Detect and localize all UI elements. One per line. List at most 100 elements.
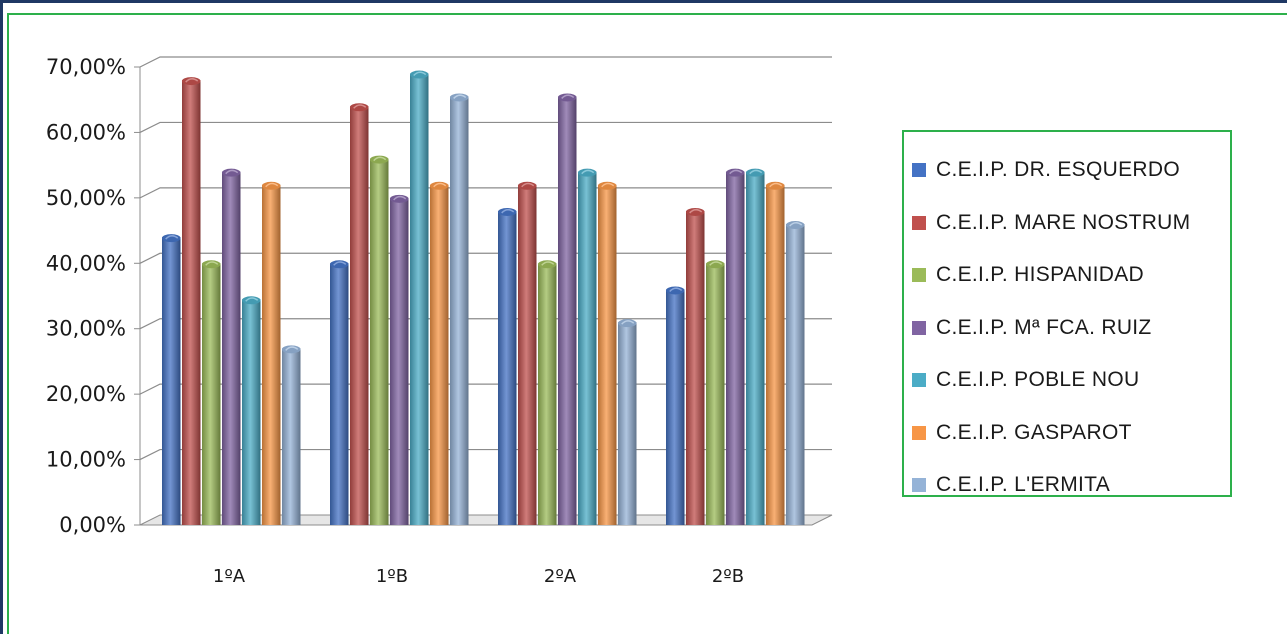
- bar: [786, 221, 805, 525]
- bar-highlight: [749, 169, 763, 175]
- bar: [390, 194, 409, 525]
- bar-body: [578, 171, 597, 525]
- bar-body: [330, 263, 349, 525]
- legend-swatch: [912, 425, 926, 440]
- bar: [578, 168, 597, 525]
- bar-highlight: [413, 71, 427, 77]
- bar: [746, 168, 765, 525]
- bar-highlight: [205, 261, 219, 266]
- bar-body: [262, 184, 281, 525]
- bar-body: [182, 80, 201, 525]
- bar-highlight: [561, 94, 575, 99]
- bar-body: [746, 171, 765, 525]
- bar-body: [666, 289, 685, 525]
- legend-swatch: [912, 478, 926, 493]
- bar-body: [538, 263, 557, 525]
- bar-highlight: [601, 182, 615, 188]
- bar-highlight: [185, 78, 199, 83]
- bar: [410, 70, 429, 526]
- bar-body: [498, 210, 517, 525]
- bar: [202, 260, 221, 525]
- legend-label: C.E.I.P. Mª FCA. RUIZ: [936, 315, 1152, 339]
- bar: [726, 168, 745, 525]
- bar-body: [766, 184, 785, 525]
- bar-body: [390, 197, 409, 525]
- bar-highlight: [521, 182, 535, 188]
- bar: [706, 260, 725, 525]
- y-tick-label: 40,00%: [46, 251, 126, 275]
- bar: [282, 345, 301, 525]
- legend-label: C.E.I.P. HISPANIDAD: [936, 263, 1144, 287]
- y-tick-label: 20,00%: [46, 382, 126, 406]
- legend-swatch: [912, 268, 926, 283]
- y-tick-label: 70,00%: [46, 55, 126, 79]
- bar: [370, 155, 389, 525]
- legend-swatch: [912, 163, 926, 178]
- bar-highlight: [453, 94, 467, 99]
- legend-label: C.E.I.P. MARE NOSTRUM: [936, 210, 1191, 234]
- bar-body: [370, 158, 389, 525]
- bar-body: [686, 210, 705, 525]
- bar-highlight: [709, 261, 723, 266]
- bar: [182, 77, 201, 525]
- bar-body: [558, 96, 577, 525]
- bar-body: [518, 184, 537, 525]
- bar-highlight: [689, 208, 703, 214]
- bar-body: [202, 263, 221, 525]
- bar-body: [786, 224, 805, 525]
- bar-chart: 0,00% 10,00% 20,00% 30,00% 40,00% 50,00% 60,00…: [46, 55, 833, 587]
- legend-item: C.E.I.P. Mª FCA. RUIZ: [904, 302, 1230, 355]
- bar-body: [726, 171, 745, 525]
- bar-body: [618, 322, 637, 525]
- legend-swatch: [912, 373, 926, 388]
- bar-body: [162, 237, 181, 525]
- legend-item: C.E.I.P. POBLE NOU: [904, 354, 1230, 407]
- legend-swatch: [912, 320, 926, 335]
- bar-highlight: [621, 320, 635, 325]
- bar-highlight: [789, 222, 803, 227]
- bar: [430, 181, 449, 525]
- bar-highlight: [581, 169, 595, 175]
- legend: C.E.I.P. DR. ESQUERDO C.E.I.P. MARE NOSTR…: [902, 130, 1232, 497]
- bar: [162, 234, 181, 525]
- y-tick-label: 10,00%: [46, 448, 126, 472]
- bar: [350, 103, 369, 525]
- bar-body: [598, 184, 617, 525]
- ticks-layer: 0,00% 10,00% 20,00% 30,00% 40,00% 50,00% 60,00…: [46, 55, 744, 587]
- bar-highlight: [165, 235, 179, 240]
- bar-highlight: [729, 169, 743, 175]
- bar-highlight: [353, 104, 367, 109]
- bar-highlight: [265, 182, 279, 188]
- legend-item: C.E.I.P. GASPAROT: [904, 407, 1230, 460]
- legend-item: C.E.I.P. HISPANIDAD: [904, 249, 1230, 302]
- bar: [686, 207, 705, 525]
- bar-body: [222, 171, 241, 525]
- gridline: [139, 56, 832, 68]
- x-tick-label: 1ºA: [213, 566, 246, 587]
- legend-swatch: [912, 215, 926, 230]
- bar-highlight: [669, 287, 683, 292]
- y-tick-label: 50,00%: [46, 186, 126, 210]
- bar: [518, 181, 537, 525]
- bar-highlight: [769, 182, 783, 188]
- x-tick-label: 1ºB: [376, 566, 408, 587]
- bar-highlight: [245, 297, 259, 302]
- x-tick-label: 2ºA: [544, 566, 577, 587]
- x-tick-label: 2ºB: [712, 566, 744, 587]
- legend-item: C.E.I.P. MARE NOSTRUM: [904, 197, 1230, 250]
- bar-highlight: [501, 208, 515, 214]
- bar-body: [282, 348, 301, 525]
- y-tick-label: 0,00%: [59, 513, 126, 537]
- bar: [558, 93, 577, 525]
- bar-highlight: [225, 169, 239, 175]
- bar-highlight: [333, 261, 347, 266]
- bar: [538, 260, 557, 525]
- y-tick-label: 30,00%: [46, 317, 126, 341]
- bar: [598, 181, 617, 525]
- bar-body: [430, 184, 449, 525]
- legend-label: C.E.I.P. POBLE NOU: [936, 368, 1140, 392]
- bar-body: [410, 73, 429, 526]
- bar: [618, 319, 637, 525]
- bar: [450, 93, 469, 525]
